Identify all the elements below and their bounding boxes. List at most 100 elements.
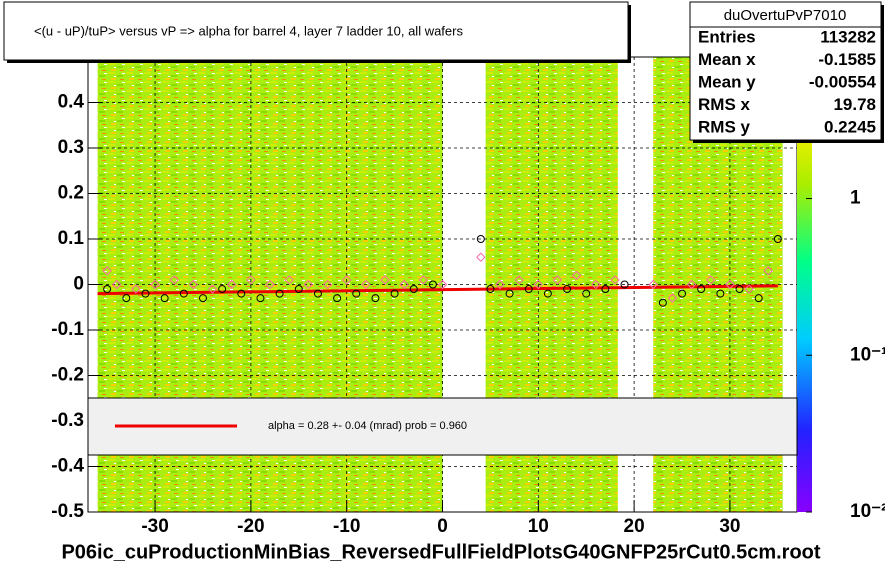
stats-label: Mean x <box>698 50 756 69</box>
profile-point <box>103 285 112 294</box>
z-tick-label: 1 <box>850 188 861 209</box>
profile-point <box>667 293 678 303</box>
x-tick-label: 30 <box>719 516 740 537</box>
profile-point <box>648 279 658 290</box>
profile-point <box>131 284 141 294</box>
y-tick-label: -0.5 <box>51 501 84 522</box>
profile-point <box>697 285 706 294</box>
stats-box <box>689 1 882 141</box>
profile-point <box>371 294 380 303</box>
profile-point <box>437 279 448 290</box>
chart-title: <(u - uP)/tuP> versus vP => alpha for ba… <box>34 23 463 38</box>
profile-point <box>418 275 429 285</box>
fit-line <box>97 284 778 296</box>
fit-legend-text: alpha = 0.28 +- 0.04 (mrad) prob = 0.960 <box>268 420 467 432</box>
profile-point <box>601 285 610 294</box>
y-tick-label: -0.3 <box>51 410 84 431</box>
profile-point <box>725 279 735 290</box>
x-tick-label: 0 <box>437 516 448 537</box>
profile-point <box>237 289 246 298</box>
profile-point <box>409 285 418 294</box>
profile-point <box>218 285 227 294</box>
profile-point <box>294 285 303 294</box>
profile-point <box>495 279 505 290</box>
profile-point <box>122 294 131 303</box>
y-tick-label: -0.4 <box>51 456 84 477</box>
stats-value: -0.1585 <box>818 50 876 69</box>
profile-point <box>744 284 754 294</box>
title-box <box>3 1 629 61</box>
y-tick-label: 0.4 <box>58 92 85 113</box>
profile-point <box>658 298 667 307</box>
profile-point <box>150 279 160 290</box>
profile-point <box>198 294 207 303</box>
profile-point <box>341 275 352 285</box>
profile-point <box>735 285 744 294</box>
profile-point <box>399 279 409 290</box>
profile-point <box>514 275 524 285</box>
profile-point <box>610 275 620 285</box>
profile-point <box>620 280 629 289</box>
profile-point <box>265 279 275 290</box>
z-tick-label: 10⁻² <box>850 501 885 522</box>
stats-label: Entries <box>698 27 756 46</box>
profile-point <box>486 285 495 294</box>
profile-point <box>524 285 533 294</box>
profile-point <box>582 289 591 298</box>
profile-point <box>179 289 188 298</box>
footer: P06ic_cuProductionMinBias_ReversedFullFi… <box>61 541 820 563</box>
y-tick-label: 0.3 <box>58 137 84 158</box>
stats-value: 113282 <box>820 27 876 46</box>
stats-value: -0.00554 <box>809 72 877 91</box>
profile-point <box>284 275 294 285</box>
profile-point <box>227 279 237 290</box>
profile-point <box>505 289 514 298</box>
profile-point <box>313 289 322 298</box>
profile-point <box>333 294 342 303</box>
profile-point <box>303 279 314 290</box>
x-tick-label: -20 <box>237 516 264 537</box>
profile-point <box>543 289 552 298</box>
profile-point <box>563 285 572 294</box>
y-tick-label: -0.2 <box>51 365 84 386</box>
profile-point <box>678 289 687 298</box>
profile-point <box>591 279 601 290</box>
profile-point <box>533 279 544 290</box>
profile-point <box>246 275 256 285</box>
profile-point <box>256 294 265 303</box>
profile-point <box>754 294 763 303</box>
profile-point <box>322 279 333 290</box>
profile-point <box>352 289 361 298</box>
y-tick-label: -0.1 <box>51 319 84 340</box>
stats-label: RMS y <box>698 117 751 136</box>
stats-value: 0.2245 <box>824 117 876 136</box>
y-tick-label: 0.2 <box>58 183 84 204</box>
profile-point <box>571 270 582 281</box>
color-bar <box>797 57 812 512</box>
profile-point <box>706 275 716 285</box>
stats-label: Mean y <box>698 72 756 91</box>
profile-point <box>773 235 782 243</box>
stats-label: RMS x <box>698 95 751 114</box>
z-tick-label: 10⁻¹ <box>850 344 885 365</box>
profile-point <box>160 294 169 303</box>
profile-point <box>552 275 563 285</box>
y-tick-label: 0 <box>73 274 84 295</box>
profile-point <box>428 280 437 289</box>
x-tick-label: -10 <box>333 516 360 537</box>
profile-point <box>169 275 179 285</box>
profile-point <box>390 289 399 298</box>
profile-point <box>686 279 697 290</box>
stats-title: duOvertuPvP7010 <box>724 7 847 24</box>
profile-point <box>275 289 284 298</box>
x-tick-label: -30 <box>141 516 168 537</box>
profile-point <box>476 252 486 262</box>
profile-point <box>207 284 218 294</box>
x-tick-label: 10 <box>528 516 549 537</box>
stats-value: 19.78 <box>833 95 876 114</box>
x-tick-label: 20 <box>624 516 645 537</box>
profile-point <box>476 235 485 243</box>
profile-point <box>361 279 371 290</box>
profile-point <box>763 266 773 276</box>
